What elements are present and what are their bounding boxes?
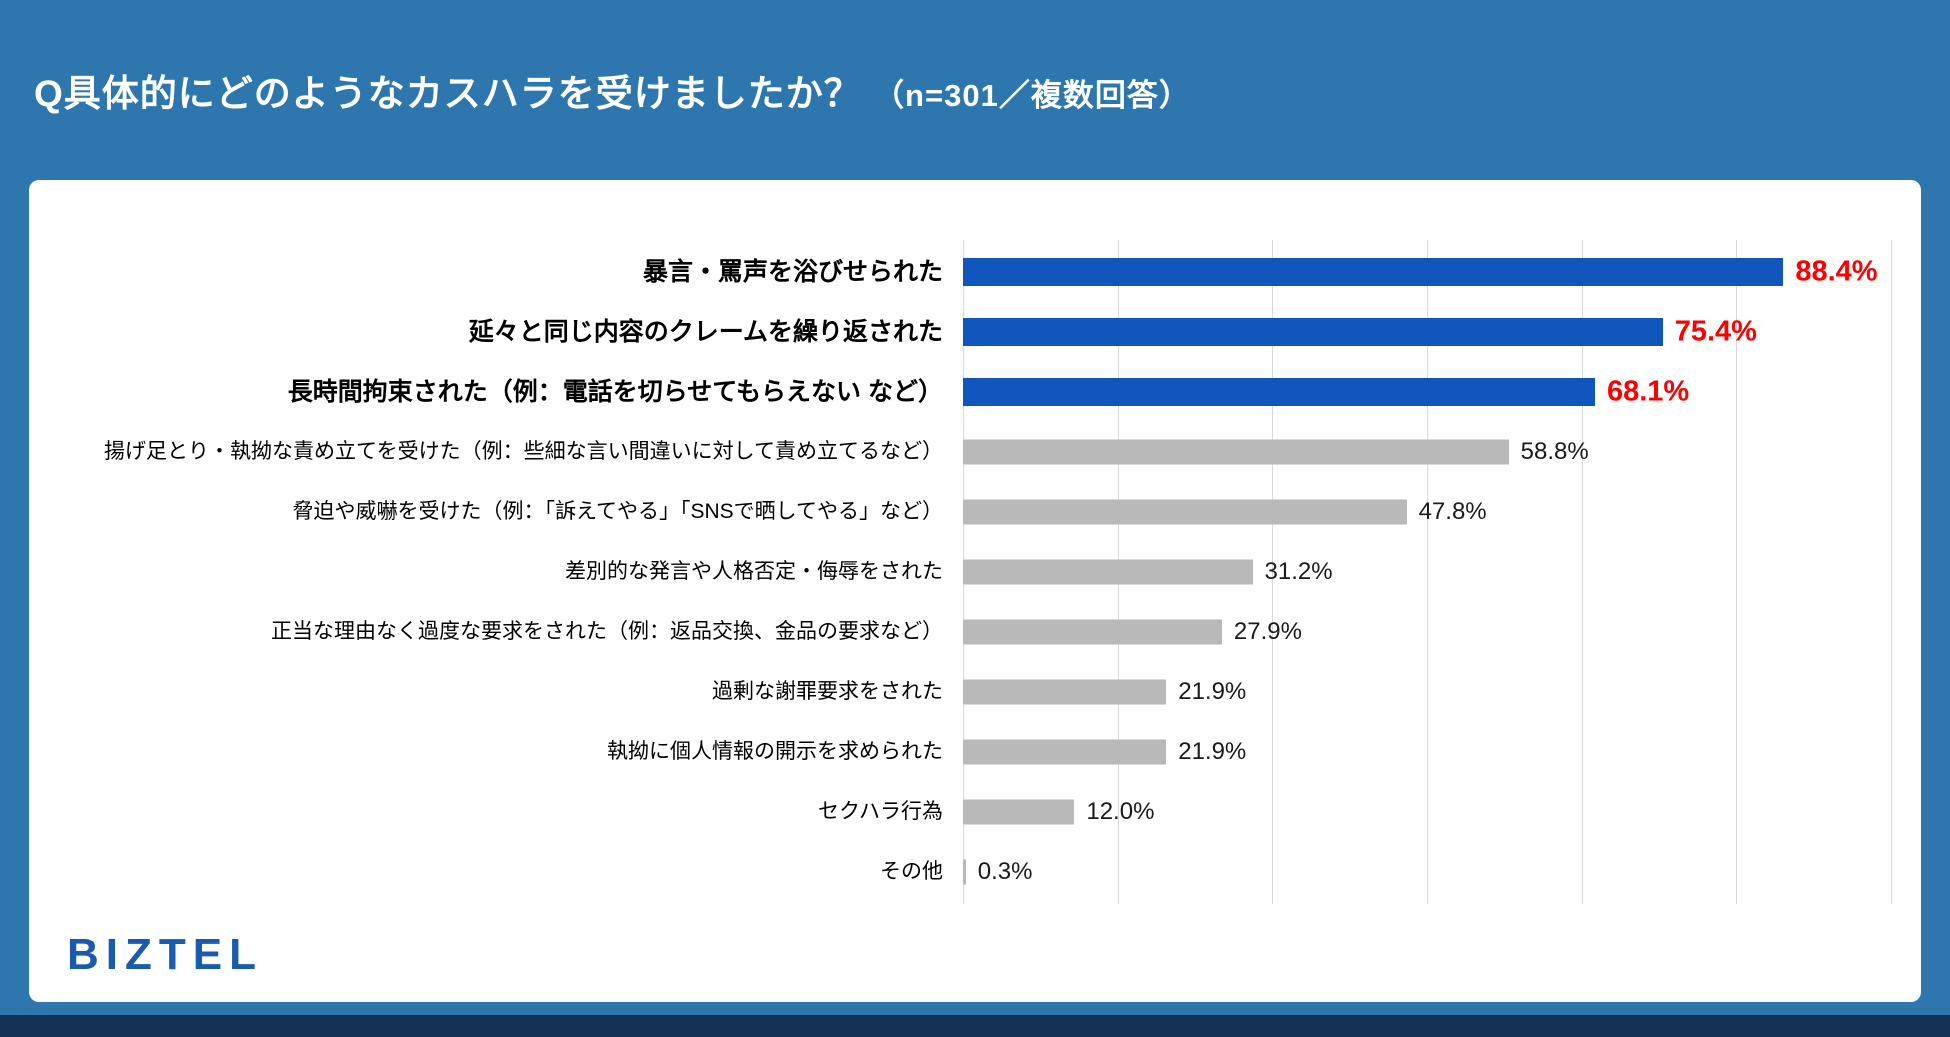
bar-area: 27.9%: [963, 602, 1891, 662]
bar-area: 88.4%: [963, 242, 1891, 302]
category-label: 揚げ足とり・執拗な責め立てを受けた（例：些細な言い間違いに対して責め立てるなど）: [104, 439, 943, 463]
bar: [963, 859, 966, 885]
bar: [963, 799, 1075, 825]
chart-row: 執拗に個人情報の開示を求められた 21.9%: [39, 722, 1891, 782]
gridline: [1736, 240, 1738, 904]
chart-panel: 暴言・罵声を浴びせられた 88.4% 延々と同じ内容のクレームを繰り返された 7…: [29, 180, 1921, 1002]
category-label: その他: [880, 859, 943, 883]
value-label: 88.4%: [1795, 255, 1878, 288]
gridline: [1427, 240, 1428, 904]
category-label: 延々と同じ内容のクレームを繰り返された: [468, 317, 943, 346]
value-label: 58.8%: [1520, 438, 1589, 465]
category-label: 暴言・罵声を浴びせられた: [642, 257, 943, 286]
chart-row: セクハラ行為 12.0%: [39, 782, 1891, 842]
gridline: [1891, 240, 1892, 904]
category-label: 執拗に個人情報の開示を求められた: [607, 739, 943, 763]
chart-rows: 暴言・罵声を浴びせられた 88.4% 延々と同じ内容のクレームを繰り返された 7…: [39, 242, 1891, 902]
sample-size-note: （n=301／複数回答）: [873, 78, 1191, 113]
gridline: [1272, 240, 1274, 904]
chart-row: 揚げ足とり・執拗な責め立てを受けた（例：些細な言い間違いに対して責め立てるなど）…: [39, 422, 1891, 482]
value-label: 21.9%: [1178, 738, 1247, 765]
value-label: 31.2%: [1264, 558, 1333, 585]
value-label: 12.0%: [1086, 798, 1155, 825]
bar-area: 68.1%: [963, 362, 1891, 422]
bar-area: 21.9%: [963, 722, 1891, 782]
bar: [963, 499, 1407, 525]
bar: [963, 378, 1595, 406]
category-label: 正当な理由なく過度な要求をされた（例：返品交換、金品の要求など）: [271, 619, 943, 643]
header: Q具体的にどのようなカスハラを受けましたか？ （n=301／複数回答）: [0, 0, 1950, 180]
category-label: 過剰な謝罪要求をされた: [712, 679, 943, 703]
biztel-logo: BIZTEL: [67, 930, 263, 979]
category-label: セクハラ行為: [818, 799, 943, 823]
value-label: 21.9%: [1178, 678, 1247, 705]
chart-row: 長時間拘束された（例：電話を切らせてもらえない など） 68.1%: [39, 362, 1891, 422]
bar-area: 47.8%: [963, 482, 1891, 542]
bar: [963, 619, 1222, 645]
bar-chart: 暴言・罵声を浴びせられた 88.4% 延々と同じ内容のクレームを繰り返された 7…: [39, 240, 1892, 904]
question-text: Q具体的にどのようなカスハラを受けましたか？: [34, 73, 862, 114]
chart-row: 差別的な発言や人格否定・侮辱をされた 31.2%: [39, 542, 1891, 602]
bar-area: 21.9%: [963, 662, 1891, 722]
chart-row: 正当な理由なく過度な要求をされた（例：返品交換、金品の要求など） 27.9%: [39, 602, 1891, 662]
bar: [963, 318, 1663, 346]
bottom-strip: [0, 1015, 1950, 1037]
chart-row: 延々と同じ内容のクレームを繰り返された 75.4%: [39, 302, 1891, 362]
bar: [963, 559, 1253, 585]
value-label: 27.9%: [1233, 618, 1302, 645]
bar: [963, 439, 1509, 465]
value-label: 0.3%: [977, 858, 1033, 885]
bar: [963, 679, 1167, 705]
bar-area: 58.8%: [963, 422, 1891, 482]
chart-row: 脅迫や威嚇を受けた（例：「訴えてやる」「SNSで晒してやる」など） 47.8%: [39, 482, 1891, 542]
category-label: 長時間拘束された（例：電話を切らせてもらえない など）: [287, 377, 943, 406]
category-label: 差別的な発言や人格否定・侮辱をされた: [565, 559, 943, 583]
value-label: 47.8%: [1418, 498, 1487, 525]
chart-row: その他 0.3%: [39, 842, 1891, 902]
value-label: 68.1%: [1606, 375, 1690, 408]
gridline: [1581, 240, 1583, 904]
page-title: Q具体的にどのようなカスハラを受けましたか？ （n=301／複数回答）: [34, 63, 1191, 117]
bar-area: 12.0%: [963, 782, 1891, 842]
bar-area: 31.2%: [963, 542, 1891, 602]
bar-area: 75.4%: [963, 302, 1891, 362]
category-label: 脅迫や威嚇を受けた（例：「訴えてやる」「SNSで晒してやる」など）: [292, 499, 944, 523]
chart-row: 暴言・罵声を浴びせられた 88.4%: [39, 242, 1891, 302]
value-label: 75.4%: [1674, 315, 1757, 348]
bar-area: 0.3%: [963, 842, 1891, 902]
chart-row: 過剰な謝罪要求をされた 21.9%: [39, 662, 1891, 722]
bar: [963, 739, 1167, 765]
bar: [963, 258, 1784, 286]
